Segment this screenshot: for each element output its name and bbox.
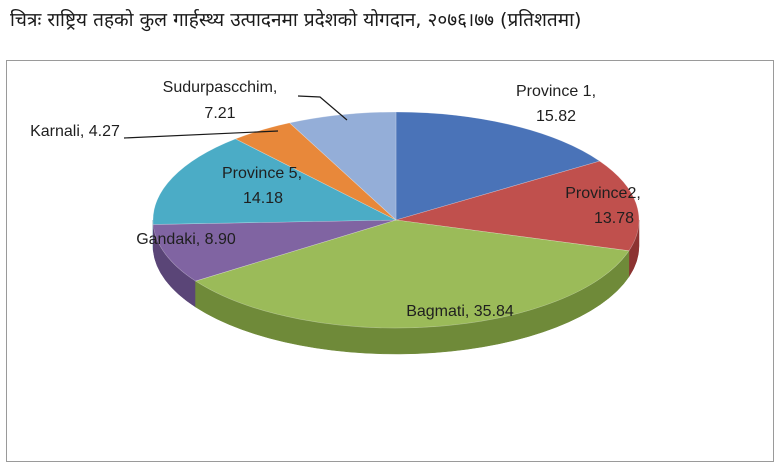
pie-slice-karnali (234, 122, 397, 221)
leader-line-sudurpascchim (297, 95, 348, 121)
data-label-gandaki-name: Gandaki, 8.90 (136, 231, 236, 248)
pie-slice-province-5 (152, 138, 397, 225)
data-label-bagmati-name: Bagmati, 35.84 (406, 303, 514, 320)
pie-slice-bagmati (194, 219, 630, 329)
data-label-province-1-name: Province 1, (516, 83, 596, 100)
data-label-province2-value: 13.78 (594, 210, 634, 227)
data-label-sudurpascchim-value: 7.21 (204, 105, 235, 122)
chart-title: चित्रः राष्ट्रिय तहको कुल गार्हस्थ्य उत्… (10, 9, 582, 31)
data-label-province-5-value: 14.18 (243, 190, 283, 207)
data-label-karnali-name: Karnali, 4.27 (30, 123, 120, 140)
pie-slice-province2 (395, 160, 640, 252)
data-label-province-5-name: Province 5, (222, 165, 302, 182)
data-label-province-1-value: 15.82 (536, 108, 576, 125)
data-label-sudurpascchim-name: Sudurpascchim, (163, 79, 278, 96)
pie-slice-gandaki (152, 219, 397, 282)
leader-line-karnali (123, 130, 279, 139)
pie-slice-province-1 (395, 111, 601, 221)
data-label-province2-name: Province2, (565, 185, 641, 202)
